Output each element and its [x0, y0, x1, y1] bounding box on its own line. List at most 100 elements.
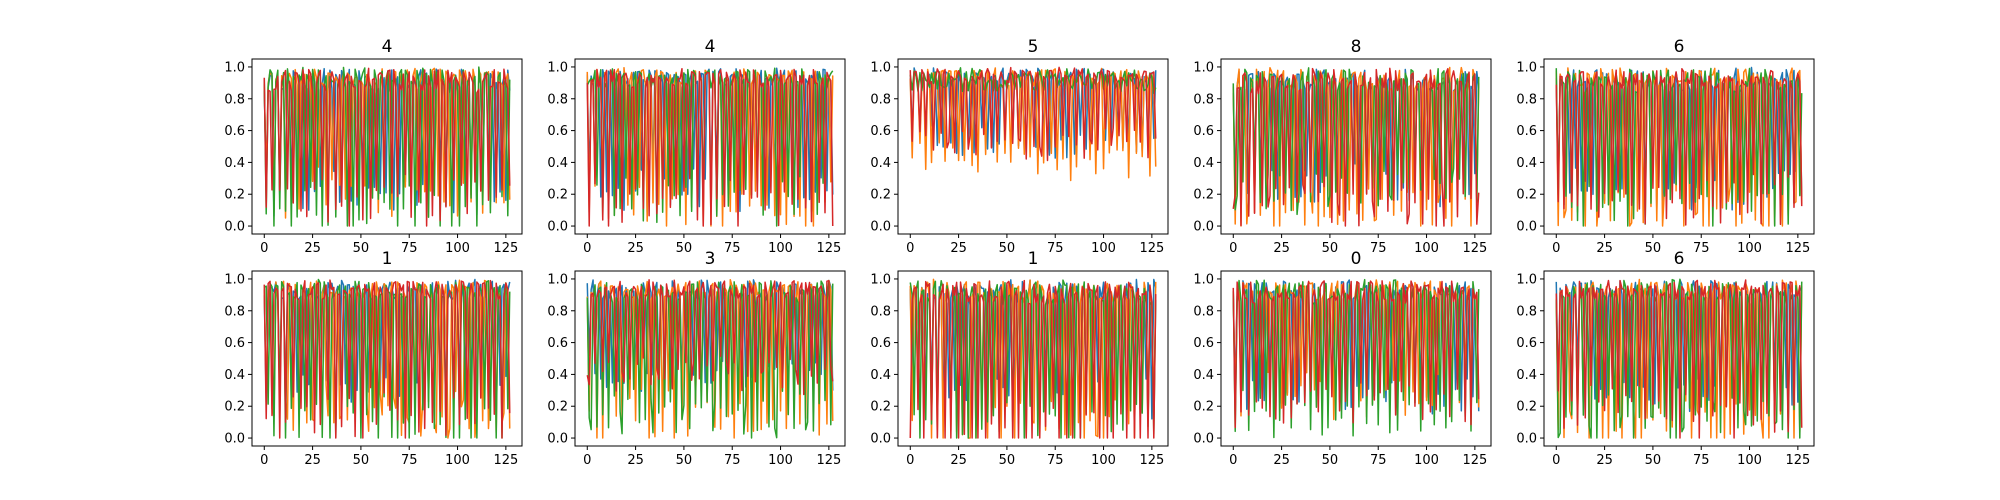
x-tick-label: 75 [1693, 241, 1710, 256]
y-tick-label: 0.4 [1516, 156, 1537, 171]
axes-frame [574, 270, 846, 447]
series-line-4 [909, 279, 1157, 439]
subplot-title: 4 [382, 37, 393, 57]
subplot-9: 0 25 50 75 100 125 0.0 0.2 0.4 0.6 0.8 1.0 0 [1193, 249, 1492, 468]
subplot-title: 8 [1351, 37, 1362, 57]
y-tick-label: 1.0 [547, 272, 568, 287]
x-tick-label: 125 [816, 453, 841, 468]
x-tick-label: 50 [353, 453, 370, 468]
y-tick-label: 0.0 [224, 432, 245, 447]
y-tick-label: 0.8 [870, 304, 891, 319]
series-line-4 [1232, 280, 1480, 429]
x-tick-label: 50 [999, 453, 1016, 468]
x-tick-label: 100 [1737, 241, 1762, 256]
x-tick-label: 0 [906, 453, 914, 468]
y-tick-label: 0.8 [547, 92, 568, 107]
y-tick-label: 0.4 [1193, 156, 1214, 171]
y-tick-label: 0.6 [870, 336, 891, 351]
series-line-4 [586, 67, 834, 227]
y-tick-label: 0.4 [1193, 368, 1214, 383]
y-tick-label: 0.0 [870, 432, 891, 447]
y-tick-label: 0.8 [1193, 92, 1214, 107]
x-tick-label: 125 [1785, 453, 1810, 468]
y-tick-label: 0.2 [1193, 188, 1214, 203]
x-tick-label: 25 [950, 241, 967, 256]
y-tick-label: 0.6 [1193, 336, 1214, 351]
x-tick-label: 0 [1229, 241, 1237, 256]
subplot-title: 0 [1351, 249, 1362, 269]
x-tick-label: 25 [950, 453, 967, 468]
x-tick-label: 50 [1645, 241, 1662, 256]
subplot-title: 6 [1674, 37, 1685, 57]
x-tick-label: 125 [1139, 241, 1164, 256]
y-tick-label: 0.2 [1516, 188, 1537, 203]
y-tick-label: 0.0 [224, 220, 245, 235]
y-tick-label: 0.2 [547, 400, 568, 415]
subplot-title: 1 [1028, 249, 1039, 269]
axes-frame [897, 270, 1169, 447]
subplot-title: 1 [382, 249, 393, 269]
subplot-2: 0 25 50 75 100 125 0.0 0.2 0.4 0.6 0.8 1.0 4 [547, 37, 846, 256]
x-tick-label: 50 [676, 241, 693, 256]
subplot-3: 0 25 50 75 100 125 0.0 0.2 0.4 0.6 0.8 1.0 5 [870, 37, 1169, 256]
y-tick-label: 0.8 [870, 92, 891, 107]
y-tick-label: 0.6 [1516, 336, 1537, 351]
y-tick-label: 0.4 [547, 156, 568, 171]
x-tick-label: 0 [260, 241, 268, 256]
x-tick-label: 25 [627, 241, 644, 256]
y-tick-label: 0.0 [547, 432, 568, 447]
axes-frame [1220, 270, 1492, 447]
y-tick-label: 0.8 [1193, 304, 1214, 319]
subplot-title: 4 [705, 37, 716, 57]
series-line-4 [263, 279, 511, 439]
y-tick-label: 0.2 [224, 400, 245, 415]
y-tick-label: 0.8 [547, 304, 568, 319]
x-tick-label: 100 [445, 241, 470, 256]
x-tick-label: 25 [1596, 453, 1613, 468]
axes-frame [1543, 58, 1815, 235]
x-tick-label: 100 [1091, 453, 1116, 468]
y-tick-label: 1.0 [1516, 272, 1537, 287]
y-tick-label: 0.0 [1193, 220, 1214, 235]
series-line-4 [1555, 279, 1803, 439]
x-tick-label: 25 [627, 453, 644, 468]
y-tick-label: 0.8 [1516, 304, 1537, 319]
subplot-10: 0 25 50 75 100 125 0.0 0.2 0.4 0.6 0.8 1.0 6 [1516, 249, 1815, 468]
subplot-4: 0 25 50 75 100 125 0.0 0.2 0.4 0.6 0.8 1.0 8 [1193, 37, 1492, 256]
x-tick-label: 50 [1322, 453, 1339, 468]
series-line-4 [586, 279, 834, 396]
y-tick-label: 0.6 [870, 124, 891, 139]
y-tick-label: 0.4 [870, 156, 891, 171]
y-tick-label: 0.6 [224, 124, 245, 139]
series-line-4 [263, 67, 511, 227]
series-line-3 [1555, 67, 1803, 227]
y-tick-label: 0.4 [224, 368, 245, 383]
x-tick-label: 0 [1229, 453, 1237, 468]
x-tick-label: 125 [1462, 241, 1487, 256]
y-tick-label: 0.4 [224, 156, 245, 171]
series-line-3 [1555, 278, 1803, 439]
x-tick-label: 125 [1139, 453, 1164, 468]
x-tick-label: 75 [1693, 453, 1710, 468]
x-tick-label: 75 [1370, 453, 1387, 468]
x-tick-label: 125 [816, 241, 841, 256]
x-tick-label: 75 [1047, 453, 1064, 468]
y-tick-label: 0.0 [1516, 220, 1537, 235]
series-line-4 [1232, 67, 1480, 227]
y-tick-label: 1.0 [1193, 60, 1214, 75]
subplot-title: 3 [705, 249, 716, 269]
y-tick-label: 0.6 [547, 124, 568, 139]
y-tick-label: 0.2 [547, 188, 568, 203]
y-tick-label: 1.0 [870, 272, 891, 287]
x-tick-label: 100 [1414, 241, 1439, 256]
x-tick-label: 100 [768, 241, 793, 256]
axes-frame [251, 58, 523, 235]
y-tick-label: 1.0 [224, 272, 245, 287]
x-tick-label: 25 [1273, 453, 1290, 468]
series-line-4 [1555, 67, 1803, 226]
x-tick-label: 125 [1462, 453, 1487, 468]
y-tick-label: 0.8 [1516, 92, 1537, 107]
y-tick-label: 0.0 [870, 220, 891, 235]
x-tick-label: 25 [304, 453, 321, 468]
